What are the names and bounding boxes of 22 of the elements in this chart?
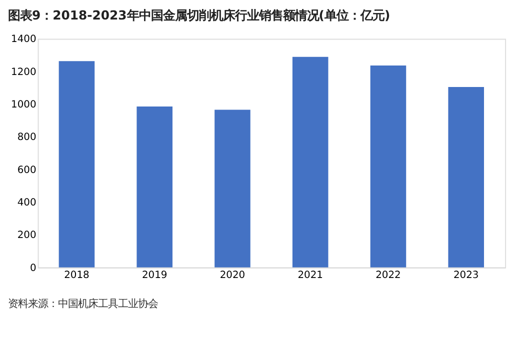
- x-tick-label: 2020: [220, 270, 246, 281]
- y-tick-label: 800: [17, 132, 36, 144]
- x-tick-label: 2019: [142, 270, 168, 281]
- bar: [370, 65, 406, 268]
- bar: [58, 61, 95, 268]
- bar: [136, 106, 172, 268]
- y-tick-label: 600: [17, 164, 36, 176]
- y-tick-label: 1000: [10, 100, 36, 111]
- y-tick-label: 1200: [10, 66, 36, 78]
- text: 资料来源：中国机床工具工业协会: [8, 298, 158, 310]
- chart-title: 图表9：2018-2023年中国金属切削机床行业销售额情况(单位：亿元): [8, 7, 390, 22]
- y-tick-label: 400: [17, 198, 36, 209]
- x-tick-label: 2022: [376, 270, 401, 281]
- x-tick-label: 2023: [453, 270, 479, 281]
- y-tick-label: 200: [17, 230, 36, 242]
- y-tick-label: 0: [30, 262, 36, 274]
- bar: [292, 56, 328, 268]
- x-tick-label: 2018: [64, 270, 90, 281]
- bar: [214, 110, 250, 268]
- bar: [448, 87, 484, 268]
- y-tick-label: 1400: [10, 34, 36, 46]
- x-tick-label: 2021: [298, 270, 323, 281]
